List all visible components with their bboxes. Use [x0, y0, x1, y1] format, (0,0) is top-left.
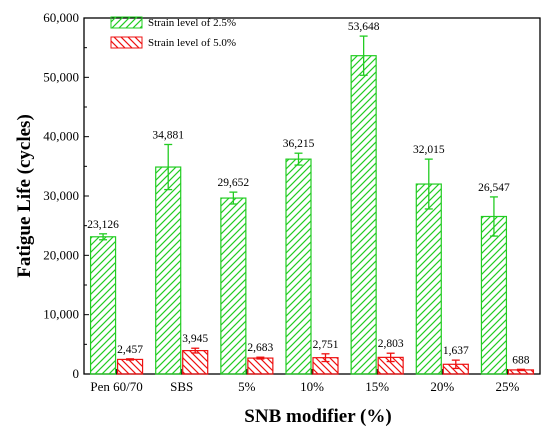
y-tick-label: 50,000: [43, 69, 79, 84]
y-tick-label: 30,000: [43, 188, 79, 203]
data-label: 688: [512, 354, 530, 366]
x-tick-label: 5%: [238, 379, 256, 394]
data-label: 29,652: [218, 177, 250, 189]
data-label: 32,015: [413, 144, 445, 156]
bar-strain-5-0: [247, 357, 274, 375]
y-tick-label: 40,000: [43, 129, 79, 144]
data-label: 23,126: [87, 219, 119, 231]
x-axis-title: SNB modifier (%): [244, 406, 391, 427]
bar-strain-2-5: [285, 158, 312, 375]
data-label: 2,683: [247, 342, 273, 354]
data-label: 36,215: [283, 138, 315, 150]
x-tick-label: 10%: [300, 379, 324, 394]
legend: Strain level of 2.5% Strain level of 5.0…: [110, 16, 236, 49]
data-label: 2,751: [313, 339, 339, 351]
bar-strain-2-5: [350, 55, 377, 375]
plot-area: 0 10,000 20,000 30,000 40,000 50,000 60,000 Pen…: [43, 10, 541, 394]
data-label: 2,457: [117, 344, 143, 356]
x-tick-label: 20%: [430, 379, 454, 394]
y-axis-title: Fatigue Life (cycles): [14, 114, 35, 278]
data-label: 53,648: [348, 21, 380, 33]
legend-label-strain-2-5: Strain level of 2.5%: [148, 17, 236, 29]
bar-strain-5-0: [182, 349, 209, 375]
data-label: 34,881: [152, 129, 184, 141]
x-tick-label: SBS: [170, 379, 193, 394]
plot-frame: [83, 17, 541, 375]
legend-label-strain-5-0: Strain level of 5.0%: [148, 37, 236, 49]
data-label: 3,945: [182, 333, 208, 345]
data-label: 26,547: [478, 182, 510, 194]
bar-strain-2-5: [220, 197, 247, 375]
legend-swatch-strain-5-0: [110, 36, 143, 49]
data-label: 2,803: [378, 338, 404, 350]
y-tick-label: 0: [73, 366, 80, 381]
y-tick-label: 20,000: [43, 247, 79, 262]
bar-strain-2-5: [415, 183, 442, 375]
bar-strain-5-0: [116, 358, 144, 375]
x-tick-label: 15%: [365, 379, 389, 394]
bar-strain-2-5: [89, 236, 117, 375]
bar-strain-2-5: [480, 215, 508, 375]
legend-swatch-strain-2-5: [110, 16, 143, 29]
y-tick-label: 60,000: [43, 10, 79, 25]
x-tick-label: Pen 60/70: [90, 379, 142, 394]
x-tick-label: 25%: [496, 379, 520, 394]
bar-strain-2-5: [155, 166, 182, 375]
y-tick-label: 10,000: [43, 307, 79, 322]
data-label: 1,637: [443, 345, 469, 357]
